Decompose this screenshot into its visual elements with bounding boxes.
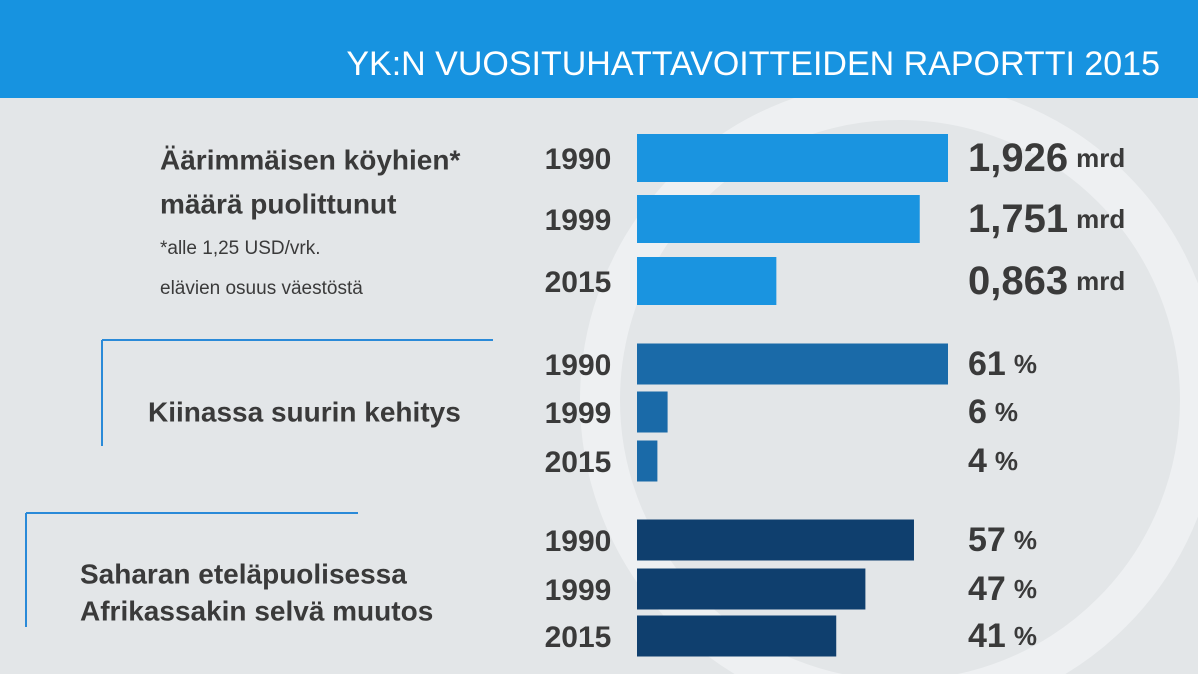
group-note: elävien osuus väestöstä	[160, 278, 363, 299]
year-label: 1990	[545, 143, 612, 176]
year-label: 1999	[545, 397, 612, 430]
value-number: 41	[968, 617, 1006, 655]
value-label: 6%	[968, 393, 1018, 431]
group-note: *alle 1,25 USD/vrk.	[160, 238, 321, 259]
value-unit: mrd	[1076, 204, 1125, 234]
value-number: 4	[968, 442, 987, 480]
value-label: 57%	[968, 521, 1037, 559]
value-unit: %	[995, 397, 1018, 427]
year-label: 1990	[545, 525, 612, 558]
header-title: YK:N VUOSITUHATTAVOITTEIDEN RAPORTTI 201…	[346, 45, 1160, 83]
value-label: 61%	[968, 345, 1037, 383]
emblem-watermark	[580, 80, 1198, 674]
group-title: Äärimmäisen köyhien*	[160, 144, 460, 175]
bar	[637, 257, 777, 305]
bar	[637, 615, 837, 657]
bar	[637, 568, 866, 610]
year-label: 1999	[545, 574, 612, 607]
value-unit: %	[1014, 621, 1037, 651]
value-label: 41%	[968, 617, 1037, 655]
value-label: 0,863 mrd	[968, 259, 1125, 303]
value-number: 61	[968, 345, 1006, 383]
bracket	[25, 339, 493, 627]
bar	[637, 391, 668, 433]
value-number: 0,863	[968, 259, 1068, 303]
value-number: 47	[968, 570, 1006, 608]
bar	[637, 440, 658, 482]
bar	[637, 195, 920, 243]
year-label: 1990	[545, 349, 612, 382]
value-number: 6	[968, 393, 987, 431]
bar	[637, 134, 948, 182]
year-label: 1999	[545, 204, 612, 237]
group-title: Afrikassakin selvä muutos	[80, 595, 433, 626]
value-unit: %	[1014, 525, 1037, 555]
value-number: 1,751	[968, 197, 1068, 241]
value-label: 1,751 mrd	[968, 197, 1125, 241]
group-title: määrä puolittunut	[160, 188, 396, 219]
header-bar	[0, 0, 1198, 98]
value-unit: mrd	[1076, 266, 1125, 296]
group-title: Saharan eteläpuolisessa	[80, 558, 407, 589]
bar	[637, 343, 948, 385]
value-label: 1,926 mrd	[968, 136, 1125, 180]
value-unit: mrd	[1076, 143, 1125, 173]
value-unit: %	[995, 446, 1018, 476]
year-label: 2015	[545, 446, 612, 479]
value-unit: %	[1014, 349, 1037, 379]
value-label: 4%	[968, 442, 1018, 480]
value-number: 1,926	[968, 136, 1068, 180]
bar	[637, 519, 914, 561]
value-unit: %	[1014, 574, 1037, 604]
year-label: 2015	[545, 266, 612, 299]
value-number: 57	[968, 521, 1006, 559]
value-label: 47%	[968, 570, 1037, 608]
group-title: Kiinassa suurin kehitys	[148, 396, 461, 427]
year-label: 2015	[545, 621, 612, 654]
